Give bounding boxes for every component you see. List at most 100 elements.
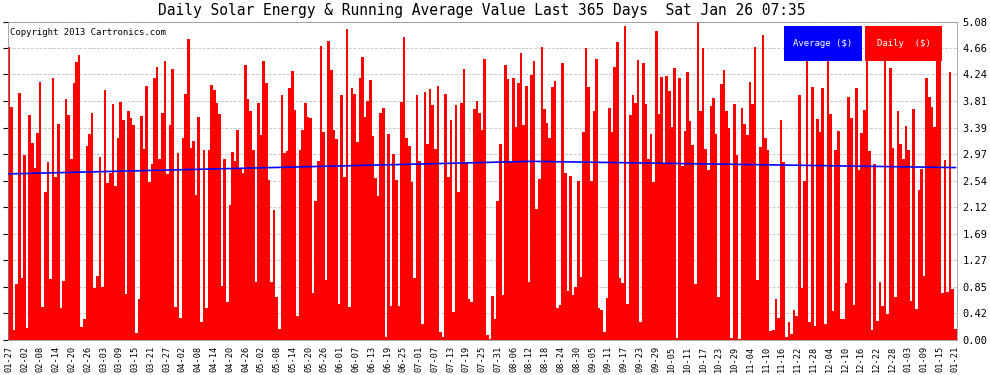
Bar (652, 182, 655, 340)
Bar (879, 282, 881, 340)
Bar (336, 139, 338, 340)
Bar (174, 307, 176, 340)
Bar (377, 196, 379, 340)
Bar (99, 157, 101, 340)
Bar (320, 45, 323, 340)
Bar (844, 283, 847, 340)
Bar (657, 114, 660, 340)
Bar (606, 298, 608, 340)
Bar (104, 90, 107, 340)
Bar (454, 105, 457, 340)
Bar (731, 338, 733, 340)
Bar (31, 143, 34, 340)
Bar (670, 126, 673, 340)
Bar (39, 82, 42, 340)
Bar (141, 117, 143, 340)
Bar (398, 306, 400, 340)
Bar (574, 287, 577, 340)
Bar (951, 289, 954, 340)
Bar (902, 159, 905, 340)
Bar (533, 62, 536, 340)
Bar (478, 112, 481, 340)
Bar (649, 135, 652, 340)
Bar (865, 31, 868, 340)
Bar (312, 293, 315, 340)
Bar (475, 101, 478, 340)
Bar (184, 94, 187, 340)
Bar (288, 88, 291, 340)
Bar (523, 125, 525, 340)
Bar (385, 338, 387, 340)
Bar (871, 330, 873, 340)
Bar (213, 90, 216, 340)
Bar (681, 166, 684, 340)
Bar (569, 176, 572, 340)
Bar (697, 22, 699, 340)
Bar (801, 288, 803, 340)
Bar (528, 282, 531, 340)
Bar (473, 109, 475, 340)
Bar (107, 183, 109, 340)
Bar (780, 120, 782, 340)
Bar (803, 181, 806, 340)
Bar (130, 118, 133, 340)
Bar (416, 94, 419, 340)
Bar (512, 78, 515, 340)
Bar (125, 294, 128, 340)
Bar (632, 94, 635, 340)
Bar (830, 114, 832, 340)
Bar (741, 108, 743, 340)
Bar (437, 86, 440, 340)
Bar (835, 150, 838, 340)
Bar (62, 282, 64, 340)
Bar (934, 127, 936, 340)
Bar (427, 144, 429, 340)
Bar (197, 117, 200, 340)
Bar (262, 61, 265, 340)
Bar (629, 115, 632, 340)
Bar (75, 62, 78, 340)
Bar (593, 111, 595, 340)
Bar (408, 146, 411, 340)
Bar (229, 205, 232, 340)
Bar (510, 160, 512, 340)
Bar (291, 71, 294, 340)
Bar (203, 150, 205, 340)
Bar (447, 177, 449, 340)
Bar (739, 339, 741, 340)
Bar (8, 46, 10, 340)
Bar (923, 276, 926, 340)
Bar (905, 126, 907, 340)
Bar (702, 48, 705, 340)
Bar (395, 180, 398, 340)
Bar (710, 106, 712, 340)
Bar (873, 164, 876, 340)
Bar (26, 328, 29, 340)
Bar (507, 79, 510, 340)
Bar (239, 168, 242, 340)
Bar (96, 276, 99, 340)
Bar (163, 61, 166, 340)
Bar (232, 152, 234, 340)
Bar (483, 59, 486, 340)
Bar (566, 291, 569, 340)
Bar (83, 319, 86, 340)
Bar (364, 117, 366, 340)
Bar (544, 110, 545, 340)
Bar (564, 172, 566, 340)
Bar (553, 81, 556, 340)
Bar (663, 164, 665, 340)
Bar (257, 103, 259, 340)
Bar (247, 99, 249, 340)
Bar (59, 308, 62, 340)
Bar (242, 173, 245, 340)
Bar (712, 98, 715, 340)
Bar (286, 151, 288, 340)
Bar (936, 53, 939, 340)
Bar (64, 99, 67, 340)
Bar (143, 149, 146, 340)
Bar (860, 133, 863, 340)
Bar (353, 94, 356, 340)
Bar (234, 161, 237, 340)
Bar (559, 304, 561, 340)
